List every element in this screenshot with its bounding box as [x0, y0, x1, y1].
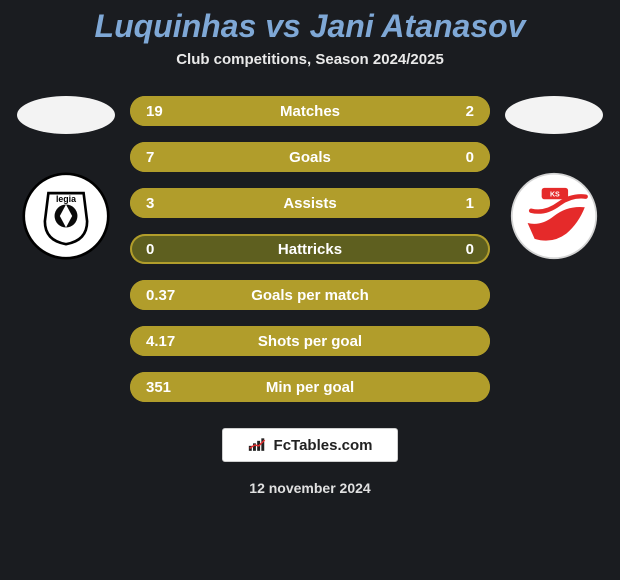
player1-crest: legia: [22, 172, 110, 260]
stat-label: Shots per goal: [194, 333, 426, 350]
stat-bar: 0.37Goals per match: [130, 280, 490, 310]
date-text: 12 november 2024: [0, 480, 620, 496]
player2-crest: KS: [510, 172, 598, 260]
stat-value: 3: [130, 195, 194, 212]
stat-bar: 7Goals0: [130, 142, 490, 172]
stat-value: 4.17: [130, 333, 194, 350]
stat-bar: 351Min per goal: [130, 372, 490, 402]
stat-bar: 4.17Shots per goal: [130, 326, 490, 356]
left-column: legia: [16, 96, 116, 260]
stat-value: 7: [130, 149, 194, 166]
player2-name: Jani Atanasov: [310, 8, 526, 44]
subtitle: Club competitions, Season 2024/2025: [0, 51, 620, 68]
player1-name: Luquinhas: [95, 8, 257, 44]
stat-label: Goals: [194, 149, 426, 166]
stat-value: 1: [426, 195, 490, 212]
svg-text:legia: legia: [56, 194, 76, 204]
right-column: KS: [504, 96, 604, 260]
player1-image-placeholder: [17, 96, 115, 134]
stat-value: 19: [130, 103, 194, 120]
svg-text:KS: KS: [550, 192, 560, 199]
stat-value: 0: [426, 149, 490, 166]
brand-text: FcTables.com: [274, 437, 373, 454]
chart-icon: [248, 438, 268, 452]
stat-bar: 3Assists1: [130, 188, 490, 218]
stat-value: 351: [130, 379, 194, 396]
stat-label: Goals per match: [194, 287, 426, 304]
stat-label: Assists: [194, 195, 426, 212]
player2-image-placeholder: [505, 96, 603, 134]
stat-value: 0: [130, 241, 194, 258]
body-row: legia 19Matches27Goals03Assists10Hattric…: [0, 96, 620, 402]
page-title: Luquinhas vs Jani Atanasov: [0, 8, 620, 45]
stat-value: 2: [426, 103, 490, 120]
stat-label: Hattricks: [194, 241, 426, 258]
stat-label: Matches: [194, 103, 426, 120]
stat-bars: 19Matches27Goals03Assists10Hattricks00.3…: [130, 96, 490, 402]
brand-badge[interactable]: FcTables.com: [222, 428, 398, 462]
comparison-card: Luquinhas vs Jani Atanasov Club competit…: [0, 0, 620, 580]
cracovia-crest-icon: KS: [510, 172, 598, 260]
stat-value: 0: [426, 241, 490, 258]
stat-label: Min per goal: [194, 379, 426, 396]
stat-value: 0.37: [130, 287, 194, 304]
vs-separator: vs: [256, 8, 309, 44]
stat-bar: 0Hattricks0: [130, 234, 490, 264]
stat-bar: 19Matches2: [130, 96, 490, 126]
legia-crest-icon: legia: [22, 172, 110, 260]
